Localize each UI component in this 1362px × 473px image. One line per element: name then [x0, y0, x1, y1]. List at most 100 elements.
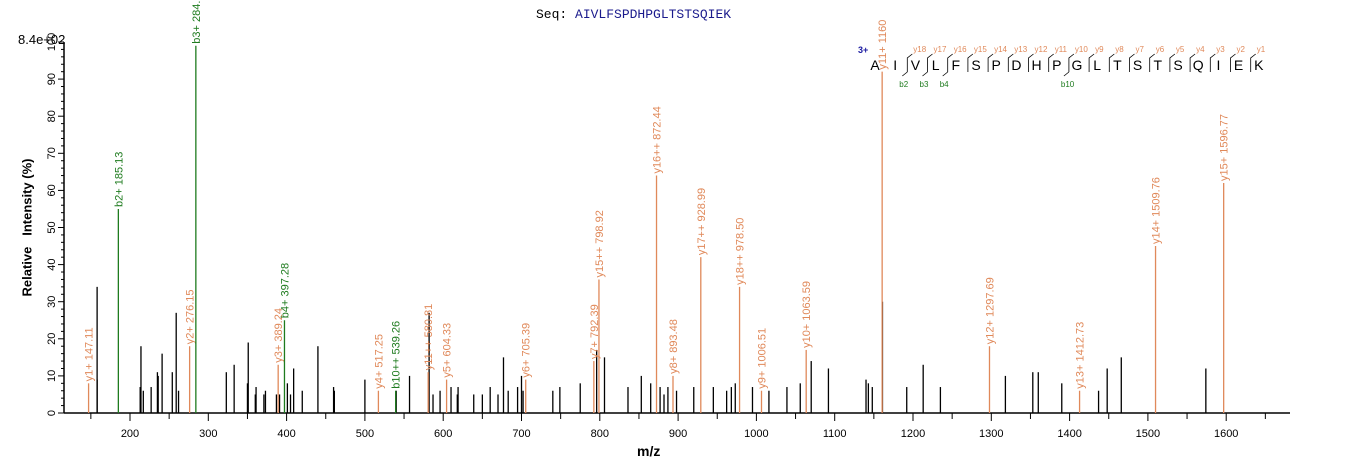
y-fragment-label: y9 [1095, 45, 1104, 54]
x-tick-label: 1100 [823, 428, 847, 440]
y-fragment-label: y3 [1216, 45, 1225, 54]
residue: I [893, 57, 897, 73]
x-tick-label: 400 [277, 428, 295, 440]
cleavage-mark [927, 53, 933, 72]
y-fragment-label: y12 [1035, 45, 1048, 54]
y-tick-label: 0 [46, 410, 58, 416]
sequence-value: AIVLFSPDHPGLTSTSQIEK [575, 7, 732, 22]
y-fragment-label: y8 [1115, 45, 1124, 54]
peak-label: y18++ 978.50 [735, 218, 747, 285]
cleavage-mark [1149, 53, 1155, 72]
peak-label: y2+ 276.15 [185, 289, 197, 344]
y-tick-label: 70 [46, 147, 58, 159]
residue: T [1154, 57, 1163, 73]
residue: L [932, 57, 940, 73]
x-tick-label: 1200 [901, 428, 925, 440]
peak-label: y7+ 792.39 [589, 304, 601, 359]
residue: P [992, 57, 1001, 73]
residue: I [1216, 57, 1220, 73]
residue: S [971, 57, 980, 73]
cleavage-mark [1209, 53, 1216, 72]
peak-label: y1+ 147.11 [84, 327, 96, 381]
y-fragment-label: y2 [1237, 45, 1246, 54]
peak-label: y15+ 1596.77 [1219, 114, 1231, 181]
cleavage-mark [987, 53, 994, 72]
cleavage-mark [1129, 53, 1135, 72]
x-tick-label: 1000 [744, 428, 768, 440]
b-fragment-label: b3 [920, 80, 929, 89]
y-fragment-label: y17 [934, 45, 947, 54]
residue: Q [1193, 57, 1204, 73]
x-tick-label: 1300 [979, 428, 1003, 440]
x-tick-label: 500 [356, 428, 374, 440]
peak-label: y4+ 517.25 [373, 334, 385, 389]
peak-label: y15++ 798.92 [594, 210, 606, 277]
cleavage-mark [1250, 53, 1256, 72]
x-tick-label: 600 [434, 428, 452, 440]
peak-label: y8+ 893.48 [668, 319, 680, 374]
cleavage-mark [1007, 53, 1014, 72]
residue: A [870, 57, 880, 73]
cleavage-mark [947, 53, 953, 72]
residue: F [952, 57, 961, 73]
precursor-charge: 3+ [858, 45, 868, 55]
x-axis-label: m/z [637, 443, 661, 459]
peak-label: y11+ 1160 [877, 20, 889, 70]
peak-label: y17++ 928.99 [696, 188, 708, 255]
x-tick-label: 300 [199, 428, 217, 440]
peak-label: b4+ 397.28 [279, 263, 291, 318]
residue: T [1113, 57, 1122, 73]
residue: P [1052, 57, 1061, 73]
y-tick-label: 80 [46, 110, 58, 122]
residue: D [1011, 57, 1021, 73]
peak-label: y3+ 389.24 [273, 308, 285, 363]
peak-label: y5+ 604.33 [442, 323, 454, 378]
x-tick-label: 1500 [1136, 428, 1160, 440]
cleavage-mark [1088, 53, 1095, 72]
x-tick-label: 700 [512, 428, 530, 440]
residue: V [911, 57, 921, 73]
residue: H [1032, 57, 1042, 73]
cleavage-mark-b [922, 71, 928, 77]
cleavage-mark [1028, 53, 1034, 72]
y-fragment-label: y14 [994, 45, 1007, 54]
y-tick-label: 60 [46, 184, 58, 196]
peak-label: b3+ 284.1 [191, 0, 203, 44]
y-fragment-label: y7 [1136, 45, 1145, 54]
peak-label: y12+ 1297.69 [984, 277, 996, 344]
y-tick-label: 100 [46, 33, 58, 51]
y-tick-label: 20 [46, 333, 58, 345]
y-fragment-label: y5 [1176, 45, 1185, 54]
peak-label: y16++ 872.44 [652, 106, 664, 173]
peak-label: y10+ 1063.59 [801, 281, 813, 348]
residue: G [1072, 57, 1083, 73]
y-fragment-label: y10 [1075, 45, 1088, 54]
cleavage-mark [1189, 53, 1196, 72]
max-intensity-label: 8.4e+02 [18, 32, 66, 47]
seq-prefix: Seq: [536, 7, 576, 22]
b-fragment-label: b2 [899, 80, 908, 89]
cleavage-mark-b [942, 71, 948, 77]
y-fragment-label: y6 [1156, 45, 1165, 54]
peak-label: b2+ 185.13 [113, 152, 125, 207]
cleavage-mark [1230, 53, 1236, 72]
cleavage-mark-b [902, 71, 908, 77]
cleavage-mark [1108, 53, 1115, 72]
x-tick-label: 1400 [1057, 428, 1081, 440]
residue: K [1254, 57, 1264, 73]
y-tick-label: 90 [46, 73, 58, 85]
y-fragment-label: y13 [1014, 45, 1027, 54]
peak-label: y13+ 1412.73 [1075, 322, 1087, 389]
cleavage-mark [1048, 53, 1054, 72]
y-fragment-label: y11 [1055, 45, 1068, 54]
x-tick-label: 800 [591, 428, 609, 440]
cleavage-mark [1068, 53, 1075, 72]
peak-label: y14+ 1509.76 [1151, 177, 1163, 244]
residue: S [1133, 57, 1142, 73]
cleavage-mark [967, 53, 974, 72]
y-tick-label: 10 [46, 370, 58, 382]
peak-label: y11++ 580.81 [423, 304, 435, 370]
y-tick-label: 30 [46, 296, 58, 308]
peak-label: b10++ 539.26 [391, 321, 403, 389]
